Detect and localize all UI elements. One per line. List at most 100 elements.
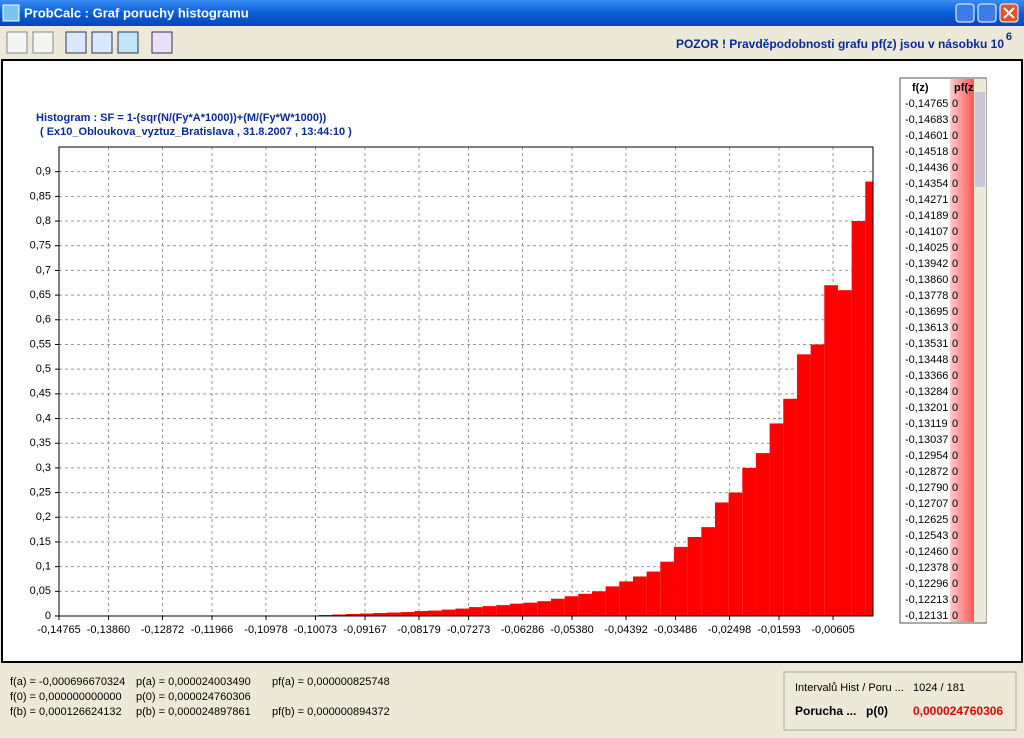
y-tick-label: 0,25 bbox=[30, 486, 51, 498]
side-pf: 0 bbox=[952, 306, 958, 318]
side-fz: -0,12707 bbox=[905, 498, 948, 510]
side-fz: -0,13942 bbox=[905, 258, 948, 270]
bar bbox=[742, 467, 756, 616]
bar bbox=[810, 344, 825, 616]
y-tick-label: 0,6 bbox=[36, 314, 51, 326]
x-tick-label: -0,11966 bbox=[191, 624, 234, 636]
status-value: f(0) = 0,000000000000 bbox=[10, 691, 122, 703]
side-pf: 0 bbox=[952, 98, 958, 110]
save-button[interactable] bbox=[32, 31, 54, 54]
side-pf: 0 bbox=[952, 322, 958, 334]
y-tick-label: 0 bbox=[45, 610, 51, 622]
status-value: pf(b) = 0,000000894372 bbox=[272, 706, 390, 718]
side-fz: -0,13531 bbox=[905, 338, 948, 350]
x-tick-label: -0,13860 bbox=[87, 624, 130, 636]
side-pf: 0 bbox=[952, 114, 958, 126]
side-pf: 0 bbox=[952, 130, 958, 142]
bar bbox=[701, 527, 715, 616]
x-tick-label: -0,10073 bbox=[294, 624, 337, 636]
side-fz: -0,12625 bbox=[905, 514, 948, 526]
save-image-button[interactable] bbox=[91, 31, 113, 54]
side-fz: -0,12131 bbox=[905, 610, 948, 622]
x-tick-label: -0,10978 bbox=[244, 624, 287, 636]
side-fz: -0,12213 bbox=[905, 594, 948, 606]
chart-subtitle: ( Ex10_Obloukova_vyztuz_Bratislava , 31.… bbox=[40, 126, 352, 138]
side-pf: 0 bbox=[952, 482, 958, 494]
bar bbox=[496, 605, 510, 616]
side-fz: -0,13613 bbox=[905, 322, 948, 334]
bar bbox=[455, 608, 469, 616]
info-button[interactable] bbox=[151, 31, 173, 54]
word-button[interactable] bbox=[65, 31, 87, 54]
side-fz: -0,13695 bbox=[905, 306, 948, 318]
status-value: p(a) = 0,000024003490 bbox=[136, 676, 251, 688]
bar bbox=[441, 609, 456, 616]
intervals-label: Intervalů Hist / Poru ... bbox=[795, 682, 904, 694]
maximize-button[interactable] bbox=[977, 3, 997, 23]
minimize-button[interactable] bbox=[955, 3, 975, 23]
bar bbox=[482, 606, 497, 616]
side-fz: -0,13448 bbox=[905, 354, 948, 366]
side-fz: -0,12872 bbox=[905, 466, 948, 478]
bar bbox=[632, 576, 647, 616]
status-value: p(b) = 0,000024897861 bbox=[136, 706, 251, 718]
notice-exponent: 6 bbox=[1006, 31, 1012, 43]
side-fz: -0,14683 bbox=[905, 114, 948, 126]
side-pf: 0 bbox=[952, 610, 958, 622]
view-button[interactable] bbox=[117, 31, 139, 54]
bar bbox=[578, 593, 592, 616]
side-pf: 0 bbox=[952, 578, 958, 590]
side-pf: 0 bbox=[952, 242, 958, 254]
bar bbox=[591, 591, 606, 616]
bar bbox=[414, 611, 428, 616]
x-tick-label: -0,06286 bbox=[501, 624, 544, 636]
bar bbox=[400, 612, 415, 616]
bar bbox=[386, 612, 401, 616]
side-pf: 0 bbox=[952, 338, 958, 350]
side-pf: 0 bbox=[952, 162, 958, 174]
scrollbar[interactable] bbox=[974, 79, 986, 622]
bar bbox=[332, 614, 346, 616]
y-tick-label: 0,8 bbox=[36, 215, 51, 227]
bar bbox=[783, 398, 797, 616]
y-tick-label: 0,55 bbox=[30, 338, 51, 350]
side-fz: -0,12790 bbox=[905, 482, 948, 494]
side-pf: 0 bbox=[952, 498, 958, 510]
side-pf: 0 bbox=[952, 178, 958, 190]
x-tick-label: -0,14765 bbox=[37, 624, 80, 636]
side-pf: 0 bbox=[952, 146, 958, 158]
plot-frame bbox=[58, 146, 874, 617]
bar bbox=[646, 571, 661, 616]
failure-value: 0,000024760306 bbox=[913, 704, 1003, 718]
y-tick-label: 0,45 bbox=[30, 388, 51, 400]
side-pf: 0 bbox=[952, 530, 958, 542]
x-tick-label: -0,08179 bbox=[397, 624, 440, 636]
bar bbox=[755, 453, 770, 616]
bar bbox=[564, 596, 579, 616]
side-fz: -0,14271 bbox=[905, 194, 948, 206]
failure-key: p(0) bbox=[866, 704, 888, 718]
x-tick-label: -0,04392 bbox=[604, 624, 647, 636]
bar bbox=[851, 221, 866, 617]
chart-title: Histogram : SF = 1-(sqr(N/(Fy*A*1000))+(… bbox=[36, 112, 327, 124]
side-pf: 0 bbox=[952, 210, 958, 222]
bar bbox=[769, 423, 784, 616]
y-tick-label: 0,7 bbox=[36, 264, 51, 276]
bar bbox=[373, 613, 387, 616]
bar bbox=[359, 613, 374, 616]
side-pf: 0 bbox=[952, 290, 958, 302]
status-value: p(0) = 0,000024760306 bbox=[136, 691, 251, 703]
bar bbox=[714, 502, 729, 616]
y-tick-label: 0,9 bbox=[36, 166, 51, 178]
scroll-thumb[interactable] bbox=[975, 92, 985, 187]
side-fz: -0,12460 bbox=[905, 546, 948, 558]
side-fz: -0,13860 bbox=[905, 274, 948, 286]
side-fz: -0,12378 bbox=[905, 562, 948, 574]
bar bbox=[468, 607, 483, 616]
side-pf: 0 bbox=[952, 434, 958, 446]
side-pf: 0 bbox=[952, 386, 958, 398]
bar bbox=[345, 614, 360, 616]
side-pf: 0 bbox=[952, 226, 958, 238]
new-button[interactable] bbox=[6, 31, 28, 54]
